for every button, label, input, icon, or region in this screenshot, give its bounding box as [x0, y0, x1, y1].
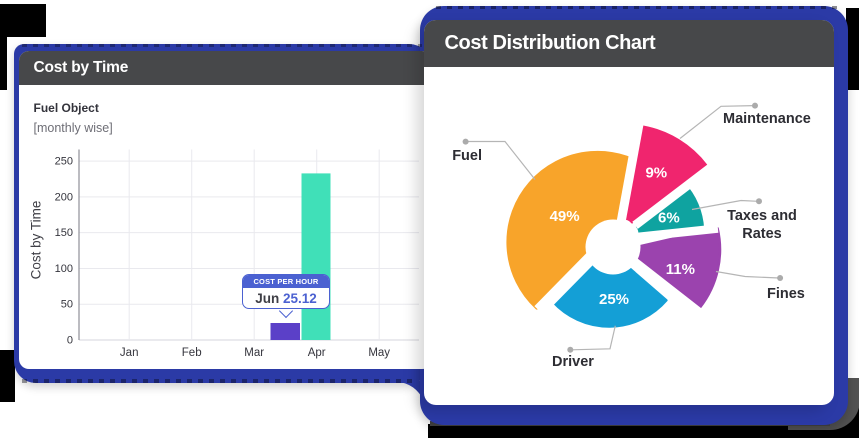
- svg-text:25%: 25%: [599, 290, 629, 307]
- svg-text:9%: 9%: [645, 164, 667, 181]
- svg-text:200: 200: [54, 191, 72, 203]
- svg-text:50: 50: [60, 298, 72, 310]
- svg-text:Apr: Apr: [307, 347, 325, 359]
- svg-text:Mar: Mar: [244, 347, 264, 359]
- svg-text:11%: 11%: [666, 261, 695, 278]
- svg-text:Jan: Jan: [119, 347, 138, 359]
- svg-text:150: 150: [54, 227, 72, 239]
- svg-text:6%: 6%: [658, 209, 680, 226]
- svg-text:0: 0: [66, 334, 72, 346]
- svg-text:May: May: [368, 347, 390, 359]
- svg-text:49%: 49%: [550, 207, 580, 224]
- svg-text:Feb: Feb: [181, 347, 201, 359]
- svg-text:100: 100: [54, 262, 72, 274]
- svg-text:250: 250: [54, 155, 72, 167]
- svg-text:Cost by Time: Cost by Time: [28, 200, 43, 279]
